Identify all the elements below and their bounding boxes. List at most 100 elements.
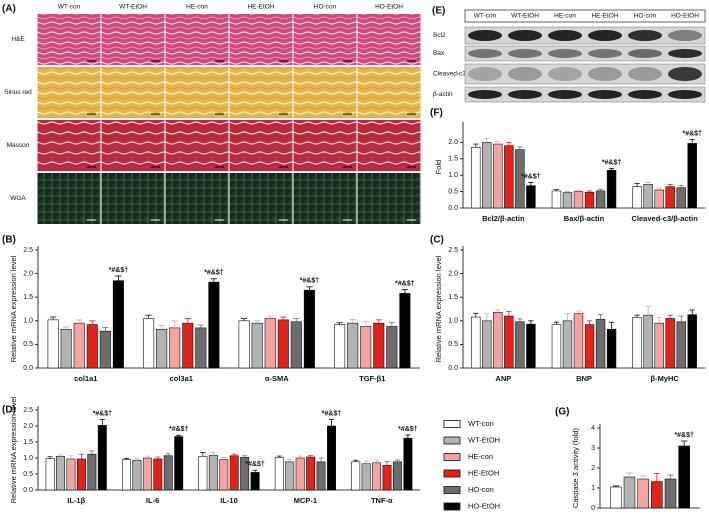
x-tick-label: Bax/β-actin [564, 214, 605, 223]
panel-label: (A) [2, 4, 16, 15]
error-bar [123, 457, 130, 460]
blot-band [508, 90, 542, 99]
legend-swatch [443, 486, 461, 494]
error-bar [394, 459, 400, 462]
bar [573, 191, 584, 209]
error-bar [634, 182, 640, 187]
bar [295, 457, 305, 491]
significance-label: *#&$† [602, 159, 622, 166]
significance-label: *#&$† [93, 410, 113, 417]
error-bar [197, 324, 204, 328]
y-tick-label: 4 [591, 425, 595, 432]
blot-band [668, 90, 702, 99]
error-bar [363, 460, 369, 464]
error-bar [145, 314, 152, 319]
error-bar [293, 318, 300, 322]
error-bar [553, 321, 560, 325]
y-axis-label: Relative mRNA expression level [434, 255, 443, 362]
error-bar [689, 309, 695, 315]
error-bar [184, 318, 191, 324]
error-bar [586, 320, 593, 325]
error-bar [374, 459, 380, 463]
blot-strip [464, 63, 706, 85]
error-bar [626, 472, 633, 477]
bar [493, 312, 503, 369]
error-bar [200, 452, 206, 457]
bar [45, 458, 55, 491]
y-tick-label: 1.0 [448, 318, 458, 325]
error-bar [689, 139, 695, 144]
bar [482, 142, 492, 209]
error-bar [528, 320, 534, 325]
y-tick-label: 0.0 [23, 487, 33, 494]
legend-label: HE-con [468, 452, 493, 461]
y-tick-label: 1.5 [448, 294, 458, 301]
significance-label: *#&$† [204, 270, 224, 277]
bar [651, 481, 663, 509]
error-bar [336, 322, 343, 325]
error-bar [78, 453, 84, 459]
error-bar [63, 326, 70, 330]
y-tick-label: 0.5 [448, 188, 458, 195]
y-tick-label: 3 [591, 445, 595, 452]
error-bar [656, 187, 662, 190]
bar [327, 425, 336, 491]
error-bar [328, 419, 335, 426]
y-tick-label: 2.5 [23, 247, 33, 254]
column-header: HO-con [634, 13, 657, 20]
error-bar [612, 485, 620, 487]
error-bar [495, 309, 501, 313]
error-bar [353, 459, 359, 462]
legend-label: WT-EtOH [468, 435, 500, 444]
histology-image [229, 120, 293, 171]
error-bar [318, 457, 324, 462]
bar [97, 425, 107, 491]
legend-label: WT-con [468, 419, 494, 428]
bar [99, 330, 111, 369]
blot-band [548, 49, 582, 58]
bar [156, 328, 168, 369]
error-bar [575, 310, 582, 314]
bar [86, 324, 98, 369]
y-tick-label: 2.0 [448, 270, 458, 277]
bar [504, 145, 514, 209]
bar [87, 453, 97, 491]
error-bar [401, 289, 409, 294]
error-bar [634, 314, 640, 318]
legend-swatch [443, 453, 461, 461]
histology-image [229, 67, 293, 118]
error-bar [645, 182, 651, 185]
blot-band [668, 30, 702, 41]
bar [551, 324, 562, 369]
panel-label: (B) [2, 235, 16, 246]
error-bar [678, 185, 684, 188]
error-bar [667, 314, 673, 319]
significance-label: *#&$† [300, 278, 320, 285]
error-bar [165, 453, 171, 456]
bar [351, 461, 361, 491]
significance-label: *#&$† [169, 426, 189, 433]
bar [229, 455, 239, 491]
bar [678, 445, 690, 509]
blot-band [468, 90, 502, 99]
bar [285, 461, 295, 491]
blot-band [508, 49, 542, 58]
error-bar [667, 474, 674, 479]
x-tick-label: col3a1 [170, 374, 193, 383]
bar [372, 462, 382, 491]
bar [399, 293, 411, 369]
blot-band [668, 49, 702, 58]
bar [195, 327, 207, 369]
western-blot: WT-con WT-EtOH HE-con HE-EtOH HO-con HO-EtOH B… [433, 9, 706, 103]
significance-label: *#&$† [674, 432, 694, 439]
x-tick-label: TNF-α [371, 496, 393, 505]
error-bar [597, 188, 604, 191]
blot-band [588, 49, 622, 58]
bar [676, 321, 686, 369]
bar [632, 317, 642, 369]
blot-band [468, 30, 502, 41]
blot-band [468, 67, 502, 81]
y-tick-label: 1.0 [23, 455, 33, 462]
bar [504, 315, 514, 369]
histology-image [37, 14, 101, 65]
